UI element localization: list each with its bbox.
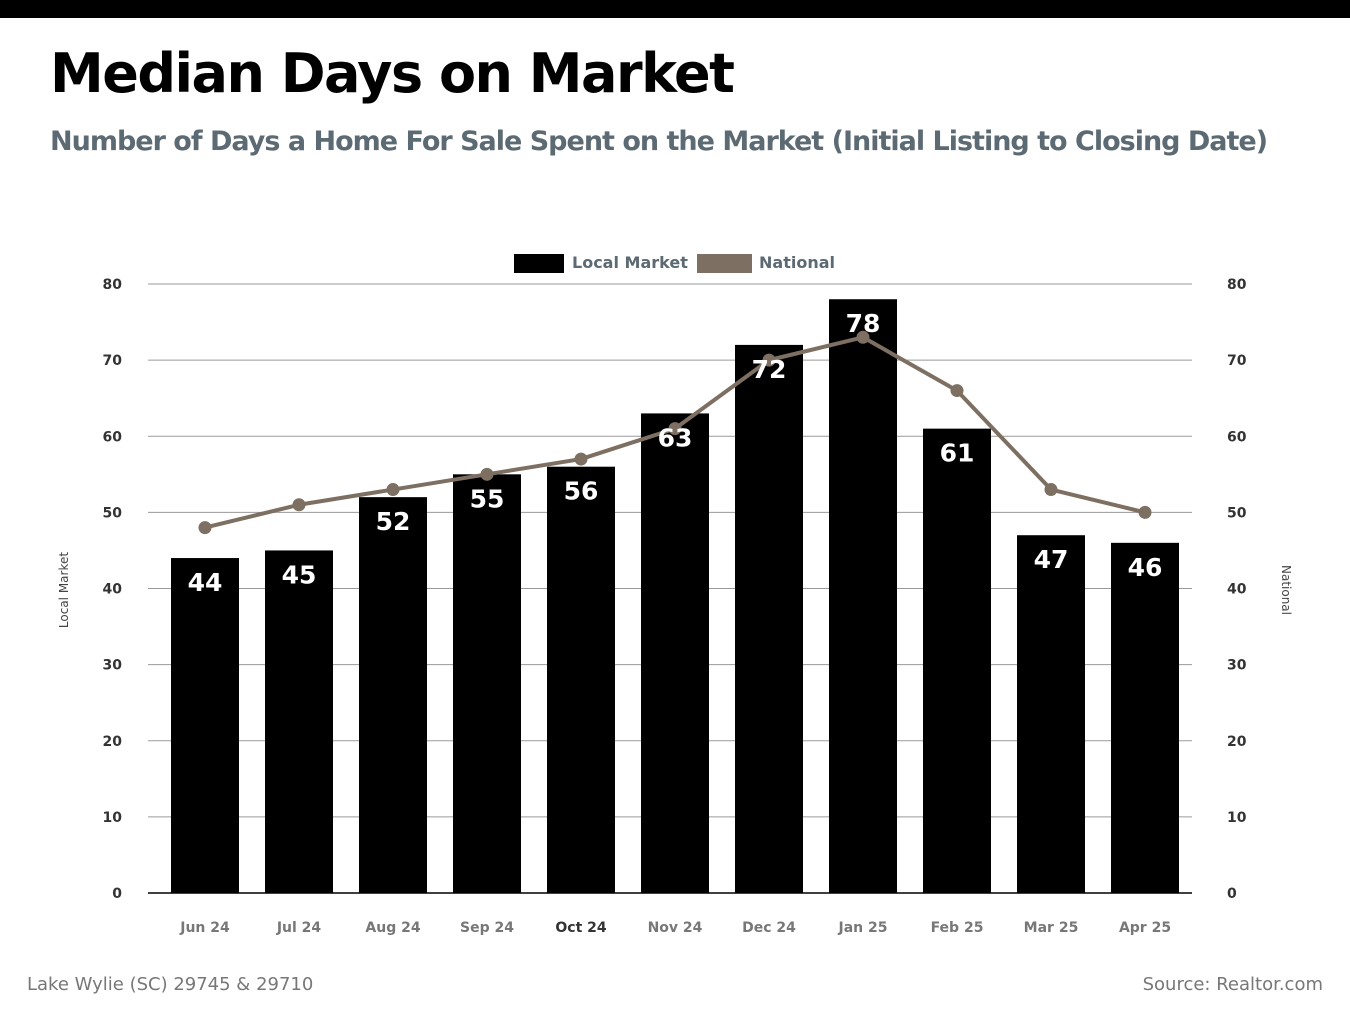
bar — [1017, 535, 1085, 893]
national-point — [950, 384, 964, 398]
footer-source: Source: Realtor.com — [1142, 974, 1323, 995]
x-tick-label: Sep 24 — [460, 920, 514, 936]
national-point — [762, 353, 776, 367]
y-tick-label-right: 80 — [1227, 277, 1247, 293]
national-point — [198, 521, 212, 535]
bar — [735, 344, 803, 893]
national-point — [856, 330, 870, 344]
x-tick-label: Feb 25 — [931, 920, 984, 936]
y-tick-label-left: 40 — [103, 582, 123, 598]
national-point — [292, 498, 306, 512]
bar-data-label: 78 — [846, 309, 881, 338]
bar — [265, 550, 333, 893]
national-point — [1138, 505, 1152, 519]
bar — [547, 466, 615, 893]
bar — [359, 497, 427, 893]
x-tick-label: Jun 24 — [179, 920, 230, 936]
x-tick-label: Nov 24 — [648, 920, 703, 936]
x-tick-label: Jan 25 — [838, 920, 888, 936]
national-point — [574, 452, 588, 466]
y-tick-label-left: 80 — [103, 277, 123, 293]
bar-data-label: 61 — [940, 439, 975, 468]
national-point — [668, 422, 682, 436]
y-axis-title-left: Local Market — [57, 552, 71, 628]
footer-location: Lake Wylie (SC) 29745 & 29710 — [27, 974, 314, 995]
x-tick-label: Oct 24 — [555, 920, 607, 936]
page-subtitle: Number of Days a Home For Sale Spent on … — [50, 126, 1268, 157]
x-tick-label: Jul 24 — [276, 920, 322, 936]
y-tick-label-right: 40 — [1227, 582, 1247, 598]
bar — [829, 299, 897, 894]
bar-data-label: 56 — [564, 477, 599, 506]
bar — [171, 558, 239, 893]
y-tick-label-left: 0 — [112, 886, 122, 902]
y-tick-label-left: 50 — [103, 505, 123, 521]
y-tick-label-right: 60 — [1227, 429, 1247, 445]
national-point — [1044, 483, 1058, 497]
days-on-market-chart: 44 45 52 55 56 63 72 78 61 47 46 0 0 10 10 20 20 30 30 40 4… — [57, 253, 1293, 936]
top-bar — [0, 0, 1350, 18]
x-tick-label: Apr 25 — [1119, 920, 1171, 936]
bar-data-label: 45 — [282, 560, 317, 589]
bar — [923, 428, 991, 893]
x-tick-label: Aug 24 — [365, 920, 420, 936]
bar-data-label: 46 — [1128, 553, 1163, 582]
y-tick-label-left: 20 — [103, 734, 123, 750]
legend: Local Market National — [514, 253, 835, 273]
x-tick-label: Mar 25 — [1024, 920, 1079, 936]
bar-data-label: 44 — [188, 568, 223, 597]
y-tick-label-right: 0 — [1227, 886, 1237, 902]
national-point — [386, 483, 400, 497]
y-tick-label-right: 10 — [1227, 810, 1247, 826]
national-point — [480, 467, 494, 481]
axes: 0 0 10 10 20 20 30 30 40 40 50 50 60 60 70 70 80 80 Jun 24… — [103, 277, 1247, 936]
national-line-series — [198, 330, 1152, 535]
y-tick-label-right: 50 — [1227, 505, 1247, 521]
local-market-bars — [171, 299, 1179, 894]
y-tick-label-left: 30 — [103, 658, 123, 674]
y-tick-label-left: 70 — [103, 353, 123, 369]
page-title: Median Days on Market — [50, 42, 735, 105]
bar-data-label: 52 — [376, 507, 411, 536]
bar-data-labels: 44 45 52 55 56 63 72 78 61 47 46 — [188, 309, 1163, 597]
bar-data-label: 63 — [658, 423, 693, 452]
bar-data-label: 72 — [752, 355, 787, 384]
bar — [641, 413, 709, 893]
y-axis-title-right: National — [1279, 565, 1293, 615]
y-tick-label-right: 30 — [1227, 658, 1247, 674]
bar — [1111, 542, 1179, 893]
bar-data-label: 55 — [470, 484, 505, 513]
legend-label-local-market: Local Market — [572, 253, 688, 272]
bar — [453, 474, 521, 893]
bar-data-label: 47 — [1034, 545, 1069, 574]
x-tick-label: Dec 24 — [742, 920, 796, 936]
y-tick-label-right: 20 — [1227, 734, 1247, 750]
y-tick-label-left: 10 — [103, 810, 123, 826]
legend-swatch-national — [697, 254, 752, 273]
y-tick-label-left: 60 — [103, 429, 123, 445]
y-tick-label-right: 70 — [1227, 353, 1247, 369]
legend-swatch-local-market — [514, 254, 564, 273]
legend-label-national: National — [759, 253, 835, 272]
